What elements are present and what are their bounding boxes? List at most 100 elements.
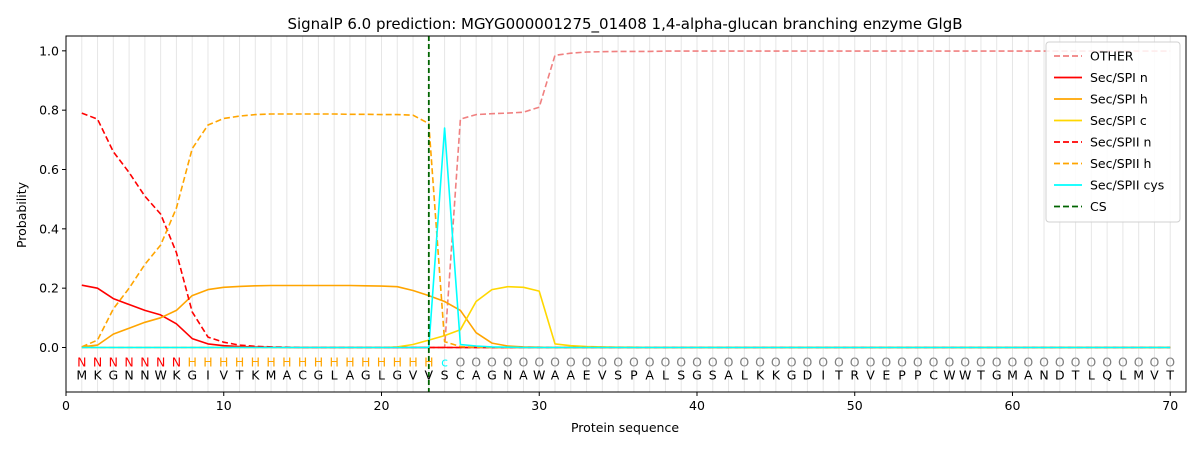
legend-label: Sec/SPI n	[1090, 70, 1148, 85]
residue-label: G	[361, 368, 371, 383]
region-label: O	[613, 354, 623, 369]
region-label: O	[1102, 354, 1112, 369]
region-label: O	[802, 354, 812, 369]
region-label: O	[913, 354, 923, 369]
x-tick-label: 10	[216, 398, 232, 413]
residue-label: W	[959, 368, 971, 383]
residue-label: G	[992, 368, 1002, 383]
axis-ticks: 0 10 20 30 40 50 60 70 0.0 0.2 0.4 0.6 0.8 1.0	[39, 43, 1178, 413]
residue-label: I	[821, 368, 825, 383]
region-label: O	[866, 354, 876, 369]
region-label: O	[1086, 354, 1096, 369]
region-label: N	[124, 354, 133, 369]
series-line-other	[81, 50, 1171, 349]
region-label: O	[534, 354, 544, 369]
region-label: H	[361, 354, 370, 369]
legend-label: OTHER	[1090, 49, 1134, 64]
region-label: O	[1023, 354, 1033, 369]
residue-label: A	[283, 368, 292, 383]
region-label: H	[187, 354, 196, 369]
residue-label: N	[140, 368, 149, 383]
residue-label: L	[741, 368, 748, 383]
residue-label: E	[583, 368, 591, 383]
region-label: O	[818, 354, 828, 369]
region-label: O	[503, 354, 513, 369]
residue-label: E	[882, 368, 890, 383]
grid-lines	[81, 36, 1171, 392]
region-label: O	[676, 354, 686, 369]
residue-label: V	[219, 368, 228, 383]
region-label: H	[235, 354, 244, 369]
region-label: O	[897, 354, 907, 369]
region-label: O	[455, 354, 465, 369]
series-line-sec-spii-h	[81, 113, 1171, 349]
series-line-sec-spii-cys	[81, 127, 1171, 349]
region-label: O	[944, 354, 954, 369]
residue-label: K	[172, 368, 181, 383]
region-label: H	[377, 354, 386, 369]
region-label: O	[992, 354, 1002, 369]
residue-label: S	[441, 368, 449, 383]
region-label: H	[424, 354, 433, 369]
region-label: O	[881, 354, 891, 369]
residue-label: N	[1039, 368, 1048, 383]
region-label: N	[140, 354, 149, 369]
x-axis-label: Protein sequence	[571, 420, 679, 435]
region-label: O	[1055, 354, 1065, 369]
x-tick-label: 50	[847, 398, 863, 413]
region-label: H	[282, 354, 291, 369]
residue-label: M	[1133, 368, 1144, 383]
region-label: O	[976, 354, 986, 369]
residue-label: C	[929, 368, 938, 383]
residue-label: G	[314, 368, 324, 383]
x-tick-label: 70	[1162, 398, 1178, 413]
residue-label: L	[662, 368, 669, 383]
residue-label: N	[124, 368, 133, 383]
residue-label: M	[266, 368, 277, 383]
x-tick-label: 60	[1005, 398, 1021, 413]
region-label: O	[1118, 354, 1128, 369]
series-line-sec-spii-n	[81, 112, 1171, 349]
residue-label: K	[772, 368, 781, 383]
y-axis-label: Probability	[14, 181, 29, 248]
residue-label: W	[533, 368, 545, 383]
residue-label: A	[567, 368, 576, 383]
region-label: O	[1150, 354, 1160, 369]
residue-label: K	[93, 368, 102, 383]
residue-label: V	[866, 368, 875, 383]
legend-label: CS	[1090, 199, 1107, 214]
residue-label: V	[598, 368, 607, 383]
region-label: H	[393, 354, 402, 369]
region-label: H	[298, 354, 307, 369]
region-label: O	[566, 354, 576, 369]
region-label: O	[471, 354, 481, 369]
residue-label: G	[692, 368, 702, 383]
legend-label: Sec/SPII n	[1090, 135, 1151, 150]
residue-label: L	[1088, 368, 1095, 383]
region-label: O	[629, 354, 639, 369]
region-label: O	[1071, 354, 1081, 369]
region-label: O	[755, 354, 765, 369]
legend: OTHER Sec/SPI n Sec/SPI h Sec/SPI c Sec/SPII…	[1045, 41, 1181, 223]
region-label: N	[77, 354, 86, 369]
residue-label: A	[724, 368, 733, 383]
y-tick-label: 1.0	[39, 43, 59, 58]
residue-label: T	[235, 368, 244, 383]
residue-label: T	[976, 368, 985, 383]
residue-label: P	[914, 368, 922, 383]
residue-label: L	[331, 368, 338, 383]
region-label: O	[929, 354, 939, 369]
region-label: O	[519, 354, 529, 369]
residue-label: N	[503, 368, 512, 383]
region-label: N	[93, 354, 102, 369]
residue-label: G	[392, 368, 402, 383]
residue-label: A	[346, 368, 355, 383]
region-label: O	[661, 354, 671, 369]
residue-label: S	[709, 368, 717, 383]
residue-label: A	[519, 368, 528, 383]
x-tick-label: 20	[374, 398, 390, 413]
residue-label: S	[614, 368, 622, 383]
legend-label: Sec/SPII h	[1090, 156, 1151, 171]
